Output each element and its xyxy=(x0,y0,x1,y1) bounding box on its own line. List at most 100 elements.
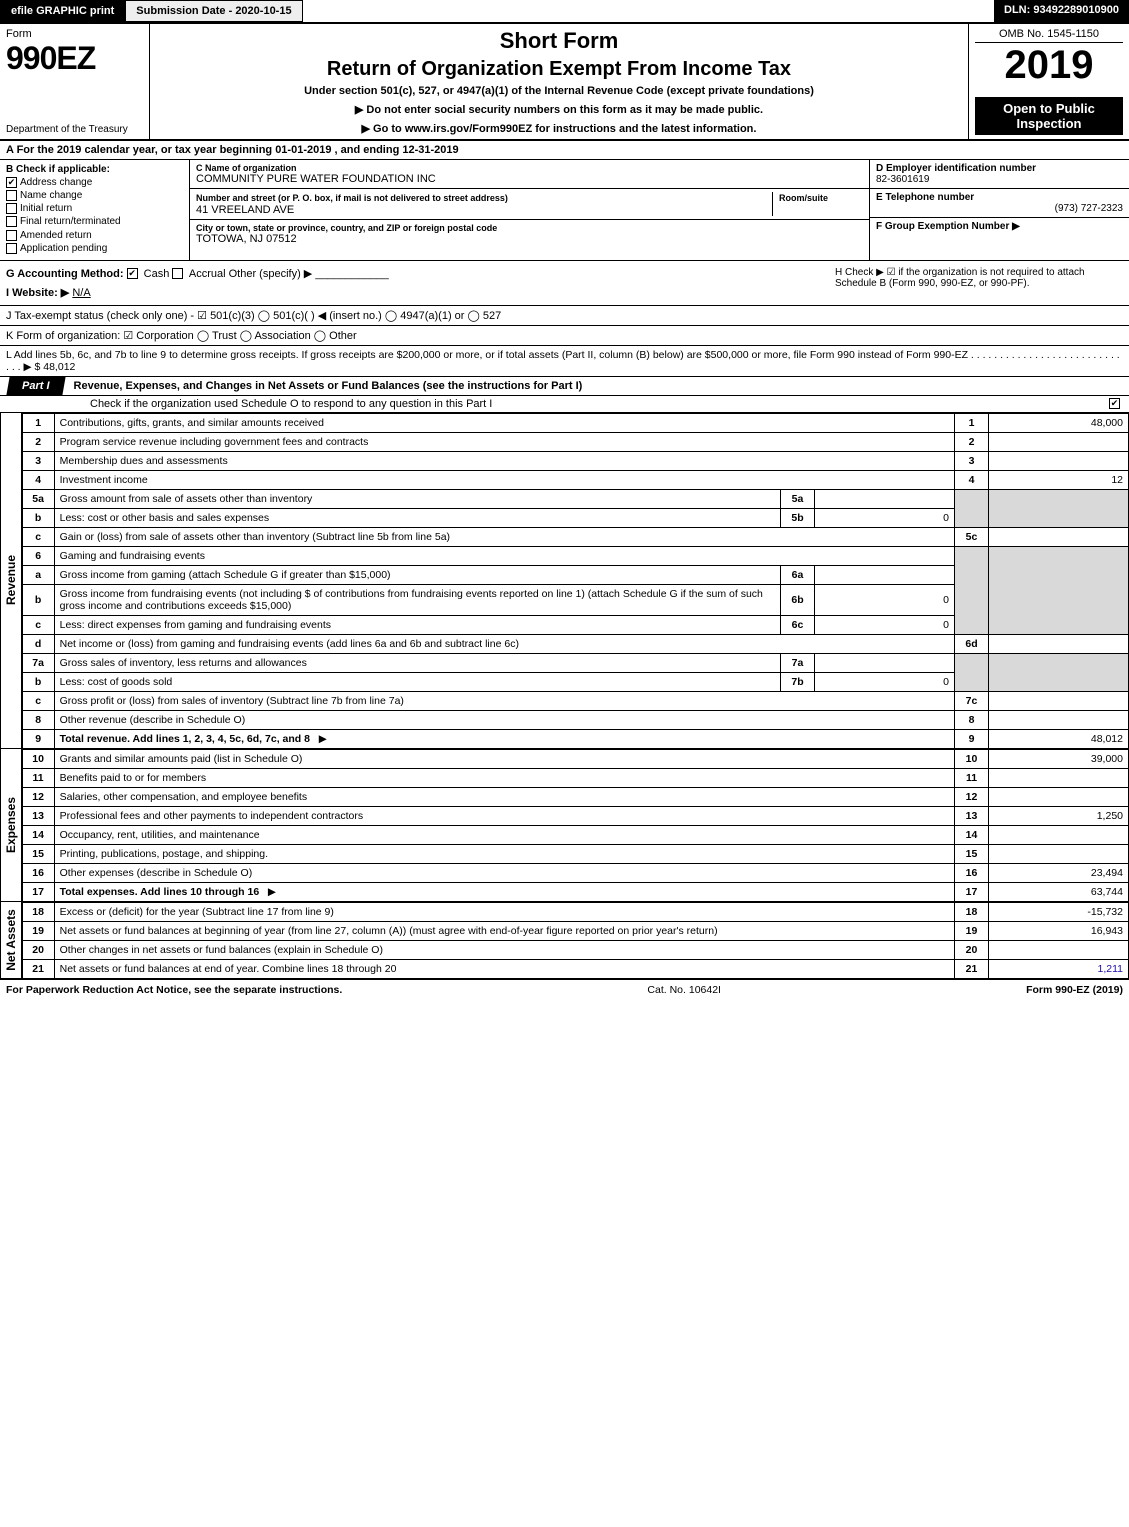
cash-checkbox[interactable] xyxy=(127,268,138,279)
submission-date: Submission Date - 2020-10-15 xyxy=(125,0,302,22)
website-label: I Website: ▶ xyxy=(6,287,69,299)
room-label: Room/suite xyxy=(779,193,828,203)
schedule-o-checkbox[interactable] xyxy=(1109,398,1120,409)
table-row: 15Printing, publications, postage, and s… xyxy=(22,844,1128,863)
expenses-table: 10Grants and similar amounts paid (list … xyxy=(22,749,1129,902)
chk-label: Name change xyxy=(20,190,82,201)
netassets-table: 18Excess or (deficit) for the year (Subt… xyxy=(22,902,1129,979)
table-row: cGain or (loss) from sale of assets othe… xyxy=(22,527,1128,546)
chk-address-change[interactable]: Address change xyxy=(6,177,183,188)
table-row: 13Professional fees and other payments t… xyxy=(22,806,1128,825)
table-row: 11Benefits paid to or for members11 xyxy=(22,768,1128,787)
org-name-label: C Name of organization xyxy=(196,163,863,173)
row-gh: G Accounting Method: Cash Accrual Other … xyxy=(0,261,1129,306)
row-k: K Form of organization: ☑ Corporation ◯ … xyxy=(0,326,1129,346)
schedule-o-check-text: Check if the organization used Schedule … xyxy=(90,398,1109,410)
chk-label: Final return/terminated xyxy=(20,217,121,228)
form-number: 990EZ xyxy=(6,40,143,77)
col-def: D Employer identification number 82-3601… xyxy=(869,160,1129,260)
website-line: I Website: ▶ N/A xyxy=(6,286,823,299)
expenses-label: Expenses xyxy=(0,749,22,902)
accrual-label: Accrual xyxy=(189,268,226,280)
under-section: Under section 501(c), 527, or 4947(a)(1)… xyxy=(158,85,960,97)
addr-label: Number and street (or P. O. box, if mail… xyxy=(196,193,508,203)
cash-label: Cash xyxy=(144,268,170,280)
city-label: City or town, state or province, country… xyxy=(196,223,863,233)
header-left: Form 990EZ Department of the Treasury xyxy=(0,24,150,139)
part1-title: Revenue, Expenses, and Changes in Net As… xyxy=(64,380,1129,392)
short-form-title: Short Form xyxy=(158,28,960,54)
group-exempt-label: F Group Exemption Number ▶ xyxy=(876,221,1020,232)
website-value: N/A xyxy=(72,287,90,299)
phone-value: (973) 727-2323 xyxy=(1055,203,1123,214)
part1-check-line: Check if the organization used Schedule … xyxy=(0,396,1129,413)
col-c: C Name of organization COMMUNITY PURE WA… xyxy=(190,160,869,260)
efile-button[interactable]: efile GRAPHIC print xyxy=(0,0,125,22)
table-row: 2Program service revenue including gover… xyxy=(22,432,1128,451)
chk-label: Application pending xyxy=(20,243,107,254)
org-name: COMMUNITY PURE WATER FOUNDATION INC xyxy=(196,173,863,185)
ein-value: 82-3601619 xyxy=(876,174,929,185)
ein-label: D Employer identification number xyxy=(876,163,1036,174)
goto-link[interactable]: ▶ Go to www.irs.gov/Form990EZ for instru… xyxy=(158,122,960,135)
topbar: efile GRAPHIC print Submission Date - 20… xyxy=(0,0,1129,24)
table-row: 18Excess or (deficit) for the year (Subt… xyxy=(22,902,1128,921)
table-row: 9Total revenue. Add lines 1, 2, 3, 4, 5c… xyxy=(22,729,1128,748)
col-b: B Check if applicable: Address change Na… xyxy=(0,160,190,260)
table-row: 17Total expenses. Add lines 10 through 1… xyxy=(22,882,1128,901)
accounting-method: G Accounting Method: Cash Accrual Other … xyxy=(6,267,823,280)
table-row: 7aGross sales of inventory, less returns… xyxy=(22,653,1128,672)
part1-header: Part I Revenue, Expenses, and Changes in… xyxy=(0,376,1129,396)
chk-name-change[interactable]: Name change xyxy=(6,190,183,201)
table-row: 3Membership dues and assessments3 xyxy=(22,451,1128,470)
table-row: 6Gaming and fundraising events xyxy=(22,546,1128,565)
revenue-table: 1Contributions, gifts, grants, and simil… xyxy=(22,413,1129,749)
footer-cat: Cat. No. 10642I xyxy=(647,984,721,996)
table-row: 10Grants and similar amounts paid (list … xyxy=(22,749,1128,768)
part1-tab: Part I xyxy=(6,377,65,395)
form-label: Form xyxy=(6,28,143,40)
org-city: TOTOWA, NJ 07512 xyxy=(196,233,863,245)
table-row: 8Other revenue (describe in Schedule O)8 xyxy=(22,710,1128,729)
table-row: cGross profit or (loss) from sales of in… xyxy=(22,691,1128,710)
tax-year: 2019 xyxy=(1005,43,1094,88)
chk-initial-return[interactable]: Initial return xyxy=(6,203,183,214)
revenue-label: Revenue xyxy=(0,413,22,749)
header-mid: Short Form Return of Organization Exempt… xyxy=(150,24,969,139)
chk-amended-return[interactable]: Amended return xyxy=(6,230,183,241)
dln: DLN: 93492289010900 xyxy=(994,0,1129,22)
org-address: 41 VREELAND AVE xyxy=(196,204,294,216)
table-row: 4Investment income412 xyxy=(22,470,1128,489)
chk-label: Address change xyxy=(20,177,92,188)
row-l: L Add lines 5b, 6c, and 7b to line 9 to … xyxy=(0,346,1129,376)
table-row: 5aGross amount from sale of assets other… xyxy=(22,489,1128,508)
table-row: 16Other expenses (describe in Schedule O… xyxy=(22,863,1128,882)
netassets-label: Net Assets xyxy=(0,902,22,979)
table-row: 21Net assets or fund balances at end of … xyxy=(22,959,1128,978)
table-row: 12Salaries, other compensation, and empl… xyxy=(22,787,1128,806)
row-j: J Tax-exempt status (check only one) - ☑… xyxy=(0,306,1129,326)
table-row: 20Other changes in net assets or fund ba… xyxy=(22,940,1128,959)
accrual-checkbox[interactable] xyxy=(172,268,183,279)
table-row: 1Contributions, gifts, grants, and simil… xyxy=(22,413,1128,432)
row-a: A For the 2019 calendar year, or tax yea… xyxy=(0,141,1129,160)
col-b-title: B Check if applicable: xyxy=(6,164,183,175)
table-row: 14Occupancy, rent, utilities, and mainte… xyxy=(22,825,1128,844)
table-row: 19Net assets or fund balances at beginni… xyxy=(22,921,1128,940)
header-right: OMB No. 1545-1150 2019 Open to Public In… xyxy=(969,24,1129,139)
chk-application-pending[interactable]: Application pending xyxy=(6,243,183,254)
chk-label: Initial return xyxy=(20,203,72,214)
page-footer: For Paperwork Reduction Act Notice, see … xyxy=(0,979,1129,1000)
omb-number: OMB No. 1545-1150 xyxy=(975,28,1123,43)
dept-treasury: Department of the Treasury xyxy=(6,124,143,135)
footer-left: For Paperwork Reduction Act Notice, see … xyxy=(6,984,342,996)
chk-final-return[interactable]: Final return/terminated xyxy=(6,216,183,227)
chk-label: Amended return xyxy=(20,230,92,241)
open-public: Open to Public Inspection xyxy=(975,97,1123,135)
table-row: dNet income or (loss) from gaming and fu… xyxy=(22,634,1128,653)
info-grid: B Check if applicable: Address change Na… xyxy=(0,160,1129,261)
other-label: Other (specify) ▶ xyxy=(229,268,313,280)
footer-right: Form 990-EZ (2019) xyxy=(1026,984,1123,996)
g-label: G Accounting Method: xyxy=(6,268,124,280)
no-ssn-note: ▶ Do not enter social security numbers o… xyxy=(158,103,960,116)
